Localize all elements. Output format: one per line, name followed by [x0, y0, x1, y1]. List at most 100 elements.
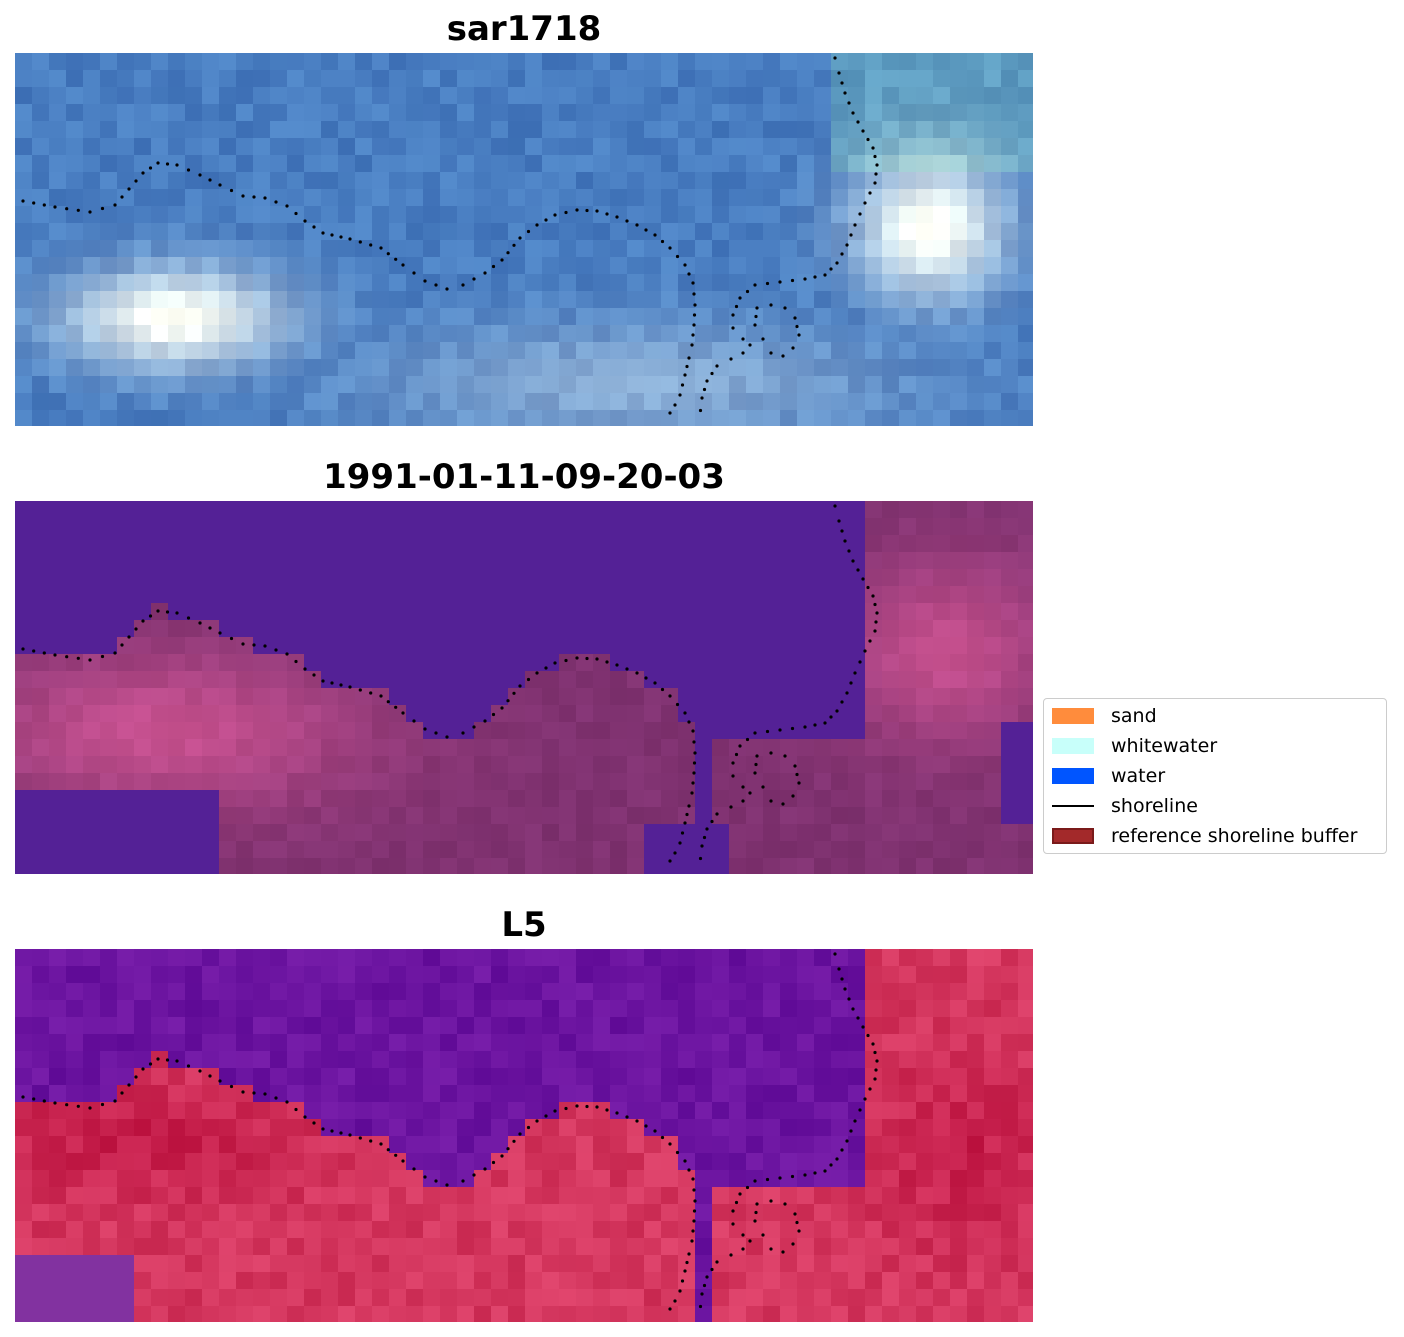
raster-pixel	[678, 705, 696, 723]
raster-pixel	[117, 87, 135, 105]
raster-pixel	[287, 501, 305, 519]
raster-pixel	[899, 790, 917, 808]
raster-pixel	[525, 1170, 543, 1188]
raster-pixel	[508, 756, 526, 774]
raster-pixel	[15, 206, 33, 224]
raster-pixel	[831, 1051, 849, 1069]
shoreline-dot	[715, 812, 719, 816]
raster-pixel	[746, 858, 764, 874]
shoreline-dot	[156, 1057, 160, 1061]
raster-pixel	[423, 688, 441, 706]
shoreline-dot	[379, 1142, 383, 1146]
raster-pixel	[338, 240, 356, 258]
raster-pixel	[882, 688, 900, 706]
raster-pixel	[678, 739, 696, 757]
raster-pixel	[270, 586, 288, 604]
raster-pixel	[508, 274, 526, 292]
raster-pixel	[236, 53, 254, 71]
raster-pixel	[270, 189, 288, 207]
raster-pixel	[831, 756, 849, 774]
raster-pixel	[355, 1153, 373, 1171]
raster-pixel	[372, 966, 390, 984]
raster-pixel	[219, 1102, 237, 1120]
raster-pixel	[644, 603, 662, 621]
shoreline-dot	[875, 1059, 879, 1063]
raster-pixel	[525, 586, 543, 604]
raster-pixel	[933, 756, 951, 774]
raster-pixel	[491, 410, 509, 426]
raster-pixel	[168, 1017, 186, 1035]
raster-pixel	[797, 773, 815, 791]
raster-pixel	[15, 223, 33, 241]
raster-pixel	[763, 342, 781, 360]
shoreline-dot	[303, 219, 307, 223]
raster-pixel	[712, 688, 730, 706]
raster-pixel	[661, 586, 679, 604]
raster-pixel	[508, 807, 526, 825]
raster-pixel	[899, 1272, 917, 1290]
raster-pixel	[746, 1034, 764, 1052]
raster-pixel	[338, 393, 356, 411]
raster-pixel	[508, 1187, 526, 1205]
raster-pixel	[32, 1017, 50, 1035]
raster-pixel	[185, 1187, 203, 1205]
raster-pixel	[780, 824, 798, 842]
raster-pixel	[593, 189, 611, 207]
raster-pixel	[1001, 841, 1019, 859]
raster-pixel	[202, 138, 220, 156]
raster-pixel	[49, 87, 67, 105]
raster-pixel	[984, 688, 1002, 706]
raster-pixel	[1018, 1051, 1033, 1069]
raster-pixel	[440, 552, 458, 570]
raster-pixel	[321, 603, 339, 621]
raster-pixel	[933, 1017, 951, 1035]
raster-pixel	[457, 807, 475, 825]
shoreline-dot	[835, 1157, 839, 1161]
raster-pixel	[457, 240, 475, 258]
shoreline-dot	[849, 681, 853, 685]
raster-pixel	[15, 1272, 33, 1290]
raster-pixel	[848, 1272, 866, 1290]
raster-pixel	[1018, 393, 1033, 411]
raster-pixel	[151, 1289, 169, 1307]
raster-pixel	[389, 1187, 407, 1205]
raster-pixel	[848, 1221, 866, 1239]
raster-pixel	[712, 949, 730, 967]
raster-pixel	[525, 325, 543, 343]
raster-pixel	[253, 756, 271, 774]
shoreline-dot	[861, 1025, 865, 1029]
raster-pixel	[865, 104, 883, 122]
shoreline-dot	[761, 785, 765, 789]
raster-pixel	[100, 1306, 118, 1322]
raster-pixel	[508, 501, 526, 519]
raster-pixel	[559, 53, 577, 71]
raster-pixel	[559, 756, 577, 774]
raster-pixel	[746, 189, 764, 207]
raster-pixel	[950, 705, 968, 723]
legend-item-shoreline: shoreline	[1052, 795, 1198, 817]
raster-pixel	[338, 206, 356, 224]
raster-pixel	[661, 722, 679, 740]
raster-pixel	[695, 705, 713, 723]
raster-pixel	[270, 53, 288, 71]
raster-pixel	[746, 620, 764, 638]
raster-pixel	[406, 654, 424, 672]
raster-pixel	[338, 1221, 356, 1239]
raster-pixel	[202, 858, 220, 874]
raster-pixel	[661, 949, 679, 967]
raster-pixel	[355, 966, 373, 984]
raster-pixel	[440, 53, 458, 71]
raster-pixel	[661, 189, 679, 207]
raster-pixel	[576, 1170, 594, 1188]
raster-pixel	[916, 1034, 934, 1052]
raster-pixel	[202, 501, 220, 519]
raster-pixel	[134, 1289, 152, 1307]
raster-pixel	[729, 1238, 747, 1256]
raster-pixel	[797, 1051, 815, 1069]
raster-pixel	[338, 1102, 356, 1120]
raster-pixel	[491, 535, 509, 553]
raster-pixel	[117, 1255, 135, 1273]
raster-pixel	[678, 654, 696, 672]
raster-pixel	[763, 654, 781, 672]
raster-pixel	[763, 410, 781, 426]
